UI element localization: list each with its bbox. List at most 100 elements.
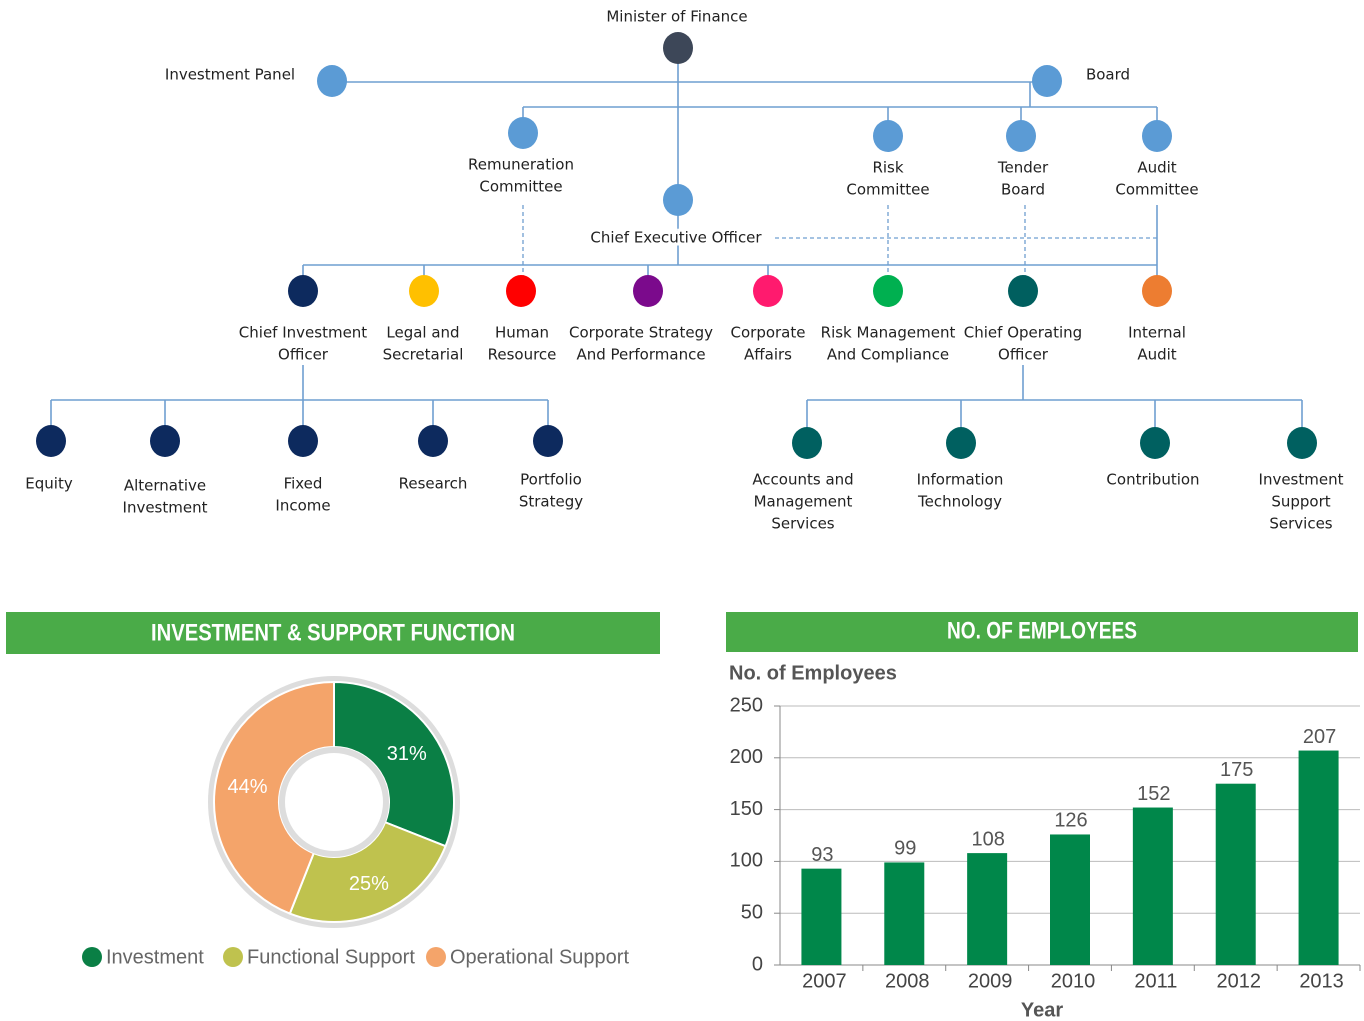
org-node bbox=[873, 275, 903, 307]
legend-swatch bbox=[426, 947, 446, 967]
org-node bbox=[1287, 427, 1317, 459]
data-label: 207 bbox=[1303, 726, 1336, 748]
bar bbox=[1298, 750, 1339, 965]
node-label: Minister of Finance bbox=[606, 8, 747, 26]
pie-header bbox=[6, 612, 660, 654]
legend-label: Functional Support bbox=[247, 946, 415, 968]
node-label: Contribution bbox=[1106, 471, 1199, 489]
legend-label: Operational Support bbox=[450, 946, 629, 968]
org-node bbox=[508, 117, 538, 149]
x-tick-label: 2011 bbox=[1134, 970, 1177, 992]
node-label: Accounts and bbox=[752, 471, 853, 489]
y-tick-label: 100 bbox=[730, 850, 763, 872]
node-label: Committee bbox=[846, 181, 929, 199]
data-label: 152 bbox=[1137, 783, 1170, 805]
org-node bbox=[150, 425, 180, 457]
y-tick-label: 150 bbox=[730, 798, 763, 820]
x-tick-label: 2010 bbox=[1051, 970, 1096, 992]
org-node bbox=[288, 275, 318, 307]
node-label: Portfolio bbox=[520, 471, 582, 489]
node-label: Human bbox=[495, 324, 549, 342]
node-label: Audit bbox=[1137, 346, 1176, 364]
org-node bbox=[317, 65, 347, 97]
node-label: Chief Operating bbox=[964, 324, 1082, 342]
node-label: Investment bbox=[123, 499, 208, 517]
node-label: Audit bbox=[1137, 159, 1176, 177]
bar bbox=[1215, 783, 1256, 965]
charts: INVESTMENT & SUPPORT FUNCTION 31% 25% 44% In… bbox=[6, 612, 1361, 1021]
node-label: Strategy bbox=[519, 493, 583, 511]
node-label: Chief Investment bbox=[239, 324, 368, 342]
x-tick-label: 2007 bbox=[802, 970, 847, 992]
data-label: 108 bbox=[971, 828, 1004, 850]
data-label: 93 bbox=[811, 844, 833, 866]
node-label: Alternative bbox=[124, 477, 206, 495]
x-tick-label: 2013 bbox=[1299, 970, 1344, 992]
node-label: Secretarial bbox=[383, 346, 464, 364]
bar-header bbox=[726, 612, 1358, 652]
node-label: Internal bbox=[1128, 324, 1186, 342]
node-label: Management bbox=[754, 493, 853, 511]
data-label: 31% bbox=[387, 743, 427, 765]
org-node bbox=[1142, 275, 1172, 307]
node-label: Information bbox=[917, 471, 1004, 489]
y-tick-label: 50 bbox=[741, 901, 763, 923]
donut-hole bbox=[285, 753, 383, 851]
x-tick-label: 2009 bbox=[968, 970, 1013, 992]
node-label: Investment bbox=[1259, 471, 1344, 489]
node-label: Board bbox=[1086, 66, 1130, 84]
y-tick-label: 200 bbox=[730, 746, 763, 768]
node-label: Chief Executive Officer bbox=[590, 229, 762, 247]
node-label: Income bbox=[275, 497, 330, 515]
y-tick-label: 250 bbox=[730, 694, 763, 716]
node-label: Risk Management bbox=[821, 324, 956, 342]
legend-swatch bbox=[82, 947, 102, 967]
node-label: Fixed bbox=[284, 475, 323, 493]
bar bbox=[967, 853, 1008, 965]
node-label: And Performance bbox=[576, 346, 705, 364]
node-label: Remuneration bbox=[468, 156, 574, 174]
chart-title: NO. OF EMPLOYEES bbox=[947, 617, 1137, 644]
y-tick-label: 0 bbox=[752, 953, 763, 975]
node-label: Corporate bbox=[731, 324, 806, 342]
org-node bbox=[288, 425, 318, 457]
org-node bbox=[36, 425, 66, 457]
org-node bbox=[663, 32, 693, 64]
org-chart: Minister of Finance Investment Panel Board… bbox=[25, 8, 1343, 533]
node-label: Support bbox=[1271, 493, 1330, 511]
org-node bbox=[792, 427, 822, 459]
data-label: 44% bbox=[228, 776, 268, 798]
node-label: Equity bbox=[25, 475, 73, 493]
node-label: Risk bbox=[872, 159, 903, 177]
node-label: Investment Panel bbox=[165, 66, 295, 84]
org-node bbox=[506, 275, 536, 307]
legend-swatch bbox=[223, 947, 243, 967]
data-label: 99 bbox=[894, 838, 916, 860]
node-label: Affairs bbox=[744, 346, 792, 364]
bar bbox=[1050, 834, 1090, 965]
node-label: Committee bbox=[1115, 181, 1198, 199]
org-node bbox=[1032, 65, 1062, 97]
node-label: Resource bbox=[488, 346, 557, 364]
org-node bbox=[418, 425, 448, 457]
node-label: Officer bbox=[998, 346, 1049, 364]
x-tick-label: 2012 bbox=[1216, 970, 1261, 992]
chart-title: INVESTMENT & SUPPORT FUNCTION bbox=[151, 619, 515, 646]
org-node bbox=[633, 275, 663, 307]
org-node bbox=[1140, 427, 1170, 459]
bar bbox=[884, 862, 925, 965]
org-node bbox=[409, 275, 439, 307]
bar bbox=[801, 868, 842, 965]
node-label: Research bbox=[399, 475, 468, 493]
x-axis-title: Year bbox=[1021, 999, 1063, 1021]
org-node bbox=[946, 427, 976, 459]
data-label: 126 bbox=[1054, 810, 1087, 832]
data-label: 25% bbox=[349, 873, 389, 895]
org-node bbox=[533, 425, 563, 457]
node-label: Technology bbox=[917, 493, 1002, 511]
org-node bbox=[1006, 120, 1036, 152]
node-label: And Compliance bbox=[827, 346, 949, 364]
node-label: Tender bbox=[997, 159, 1049, 177]
y-axis-title: No. of Employees bbox=[729, 662, 897, 684]
